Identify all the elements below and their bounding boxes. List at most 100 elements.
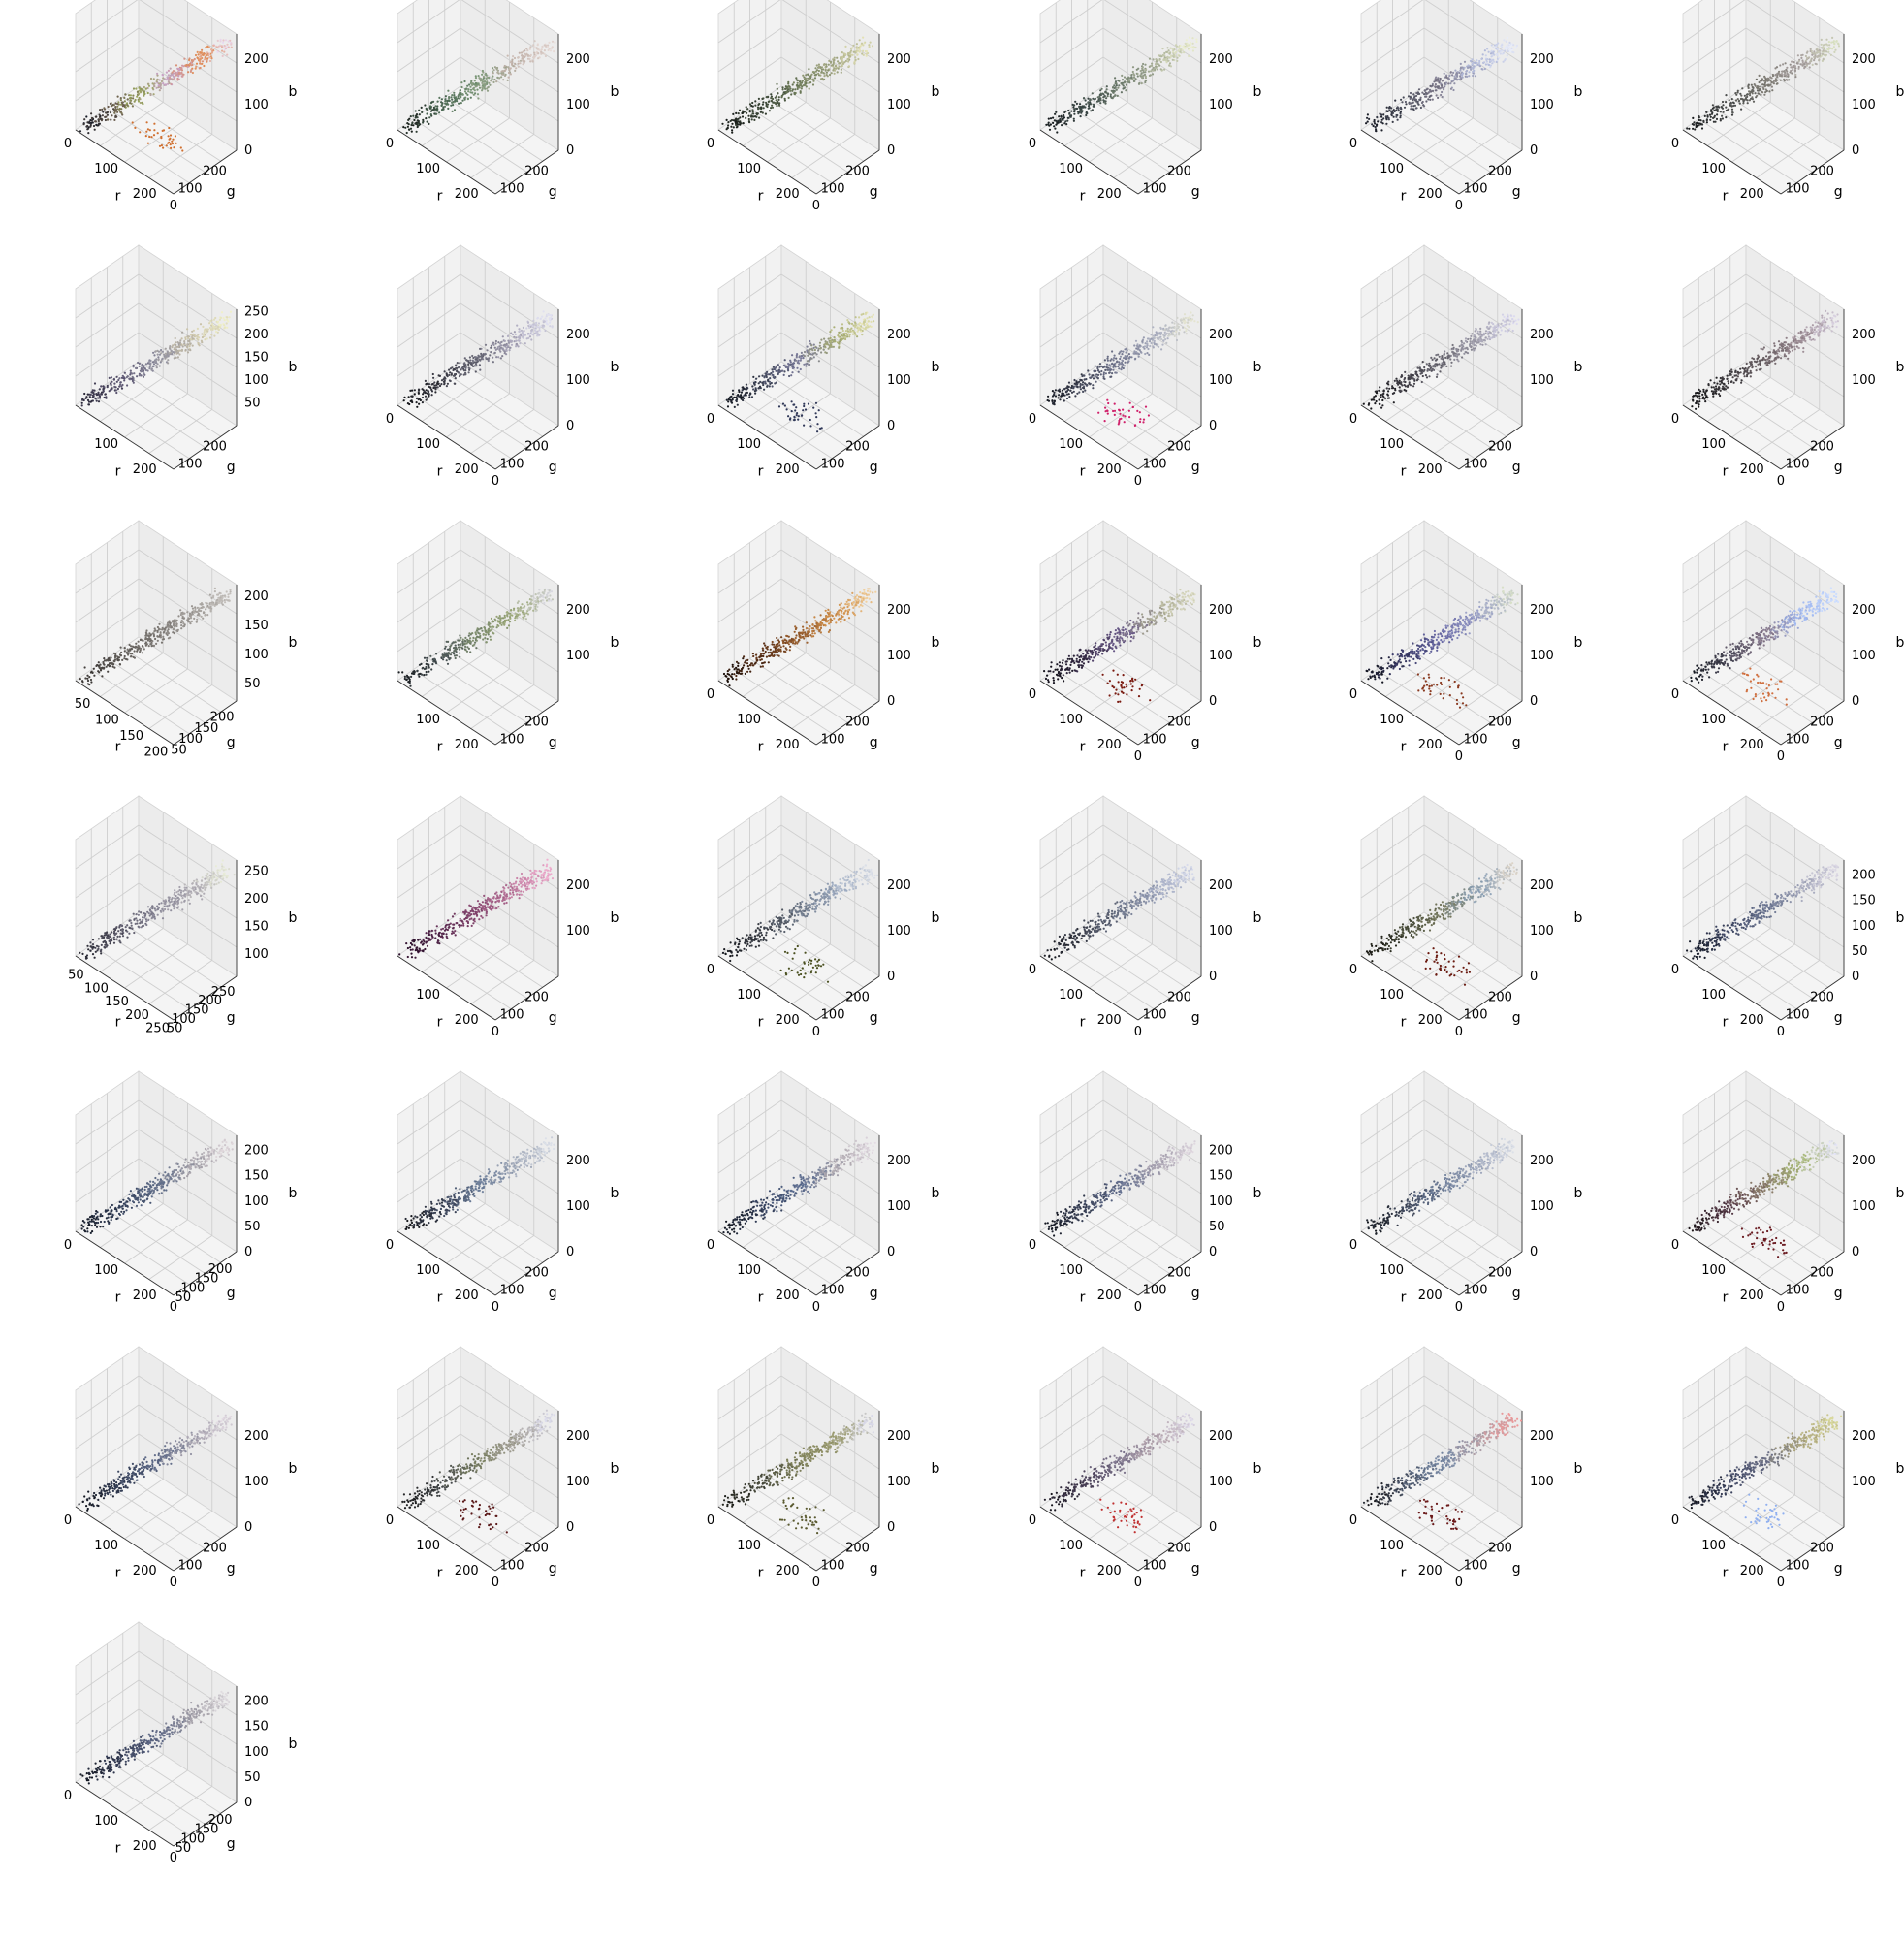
data-point <box>1108 371 1111 374</box>
data-point <box>1166 327 1169 330</box>
data-point <box>420 111 423 113</box>
data-point <box>507 71 510 75</box>
data-point <box>825 65 828 68</box>
data-point <box>460 99 464 102</box>
data-point <box>133 372 136 375</box>
data-point <box>1733 92 1736 95</box>
data-point <box>776 105 778 108</box>
data-point <box>521 57 524 60</box>
data-point <box>471 356 474 360</box>
data-point <box>1470 68 1473 71</box>
data-point <box>1394 99 1397 102</box>
data-point <box>839 338 841 341</box>
data-point <box>535 330 539 333</box>
data-point <box>99 114 102 118</box>
data-point <box>746 108 749 111</box>
data-point <box>463 369 466 372</box>
data-point <box>410 389 413 392</box>
data-point <box>229 310 233 313</box>
data-point <box>1047 121 1050 124</box>
data-point <box>1775 82 1778 85</box>
data-point <box>1449 354 1452 357</box>
gridline <box>469 134 534 178</box>
data-point <box>1437 96 1440 99</box>
data-point <box>498 347 501 350</box>
data-point <box>1425 376 1429 379</box>
data-point <box>1709 111 1712 113</box>
data-point <box>1796 54 1799 57</box>
data-point <box>1089 376 1092 379</box>
data-point <box>814 412 817 415</box>
data-point <box>424 117 427 120</box>
data-point <box>172 351 175 354</box>
data-point <box>194 53 198 57</box>
data-point <box>1784 62 1787 65</box>
data-point <box>846 57 849 61</box>
data-point <box>429 113 432 116</box>
data-point <box>1818 52 1822 55</box>
data-point <box>520 51 523 54</box>
data-point <box>146 91 149 95</box>
data-point <box>469 88 472 91</box>
data-point <box>850 49 853 52</box>
data-point <box>847 60 850 63</box>
data-point <box>870 325 873 328</box>
data-point <box>1753 83 1756 86</box>
data-point <box>1186 321 1189 324</box>
data-point <box>467 366 470 369</box>
data-point <box>1784 74 1787 77</box>
data-point <box>1441 90 1444 94</box>
data-point <box>216 50 219 53</box>
data-point <box>1096 369 1099 372</box>
gridline <box>469 409 534 454</box>
data-point <box>1141 421 1145 424</box>
data-point <box>1054 111 1057 113</box>
data-point <box>1755 78 1758 80</box>
scatter-panel-5: 5010020001002000100200rgb <box>1299 0 1590 286</box>
data-point <box>427 390 429 394</box>
data-point <box>1756 89 1759 92</box>
data-point <box>1141 62 1144 66</box>
data-point <box>195 65 198 68</box>
data-point <box>421 401 424 404</box>
data-point <box>1821 59 1824 62</box>
data-point <box>841 64 843 68</box>
data-point <box>824 340 827 343</box>
data-point <box>89 393 92 396</box>
axis-label-y: g <box>1512 184 1521 200</box>
data-point <box>1761 78 1763 80</box>
data-point <box>765 96 768 99</box>
data-point <box>106 384 109 387</box>
data-point <box>774 102 777 105</box>
data-point <box>1385 122 1388 125</box>
data-point <box>1803 61 1806 64</box>
data-point <box>1165 55 1169 58</box>
tick-label: 200 <box>1530 52 1554 67</box>
data-point <box>1791 68 1793 72</box>
data-point <box>1083 378 1086 381</box>
data-point <box>1064 123 1067 126</box>
data-point <box>530 333 533 335</box>
data-point <box>506 334 509 337</box>
data-point <box>114 109 117 111</box>
data-point <box>1171 58 1174 61</box>
data-point <box>90 121 93 125</box>
data-point <box>1508 41 1511 45</box>
data-point <box>1065 119 1068 122</box>
data-point <box>503 69 506 72</box>
data-point <box>471 365 474 367</box>
data-point <box>1450 86 1453 89</box>
data-point <box>775 99 777 102</box>
data-point <box>428 107 432 110</box>
data-point <box>514 339 518 342</box>
data-point <box>1429 94 1432 98</box>
data-point <box>1132 76 1135 79</box>
data-point <box>145 121 148 124</box>
data-point <box>496 341 499 344</box>
data-point <box>1712 109 1716 111</box>
data-point <box>1126 349 1128 352</box>
scatter-panel-2: 201002001002000100200rgb <box>335 0 626 286</box>
data-point <box>1092 377 1095 380</box>
data-point <box>846 319 849 322</box>
